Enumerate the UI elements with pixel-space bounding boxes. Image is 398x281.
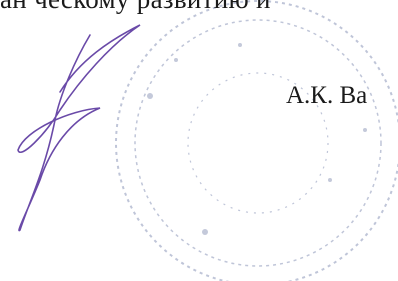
document-page: ан ческому развитию и А.К. Ва — [0, 0, 398, 281]
stamp — [116, 1, 398, 281]
speck — [328, 178, 332, 182]
speck — [238, 43, 242, 47]
speck — [174, 58, 178, 62]
stamp-inner-ring — [135, 20, 381, 266]
stamp-outer-ring — [116, 1, 398, 281]
cropped-text-line: ан ческому развитию и — [0, 0, 271, 15]
stamp-and-signature — [0, 0, 398, 281]
speck — [147, 93, 153, 99]
signature — [18, 25, 140, 231]
speck — [363, 128, 367, 132]
speck — [202, 229, 208, 235]
stamp-specks — [147, 43, 367, 235]
signatory-name: А.К. Ва — [286, 82, 367, 110]
